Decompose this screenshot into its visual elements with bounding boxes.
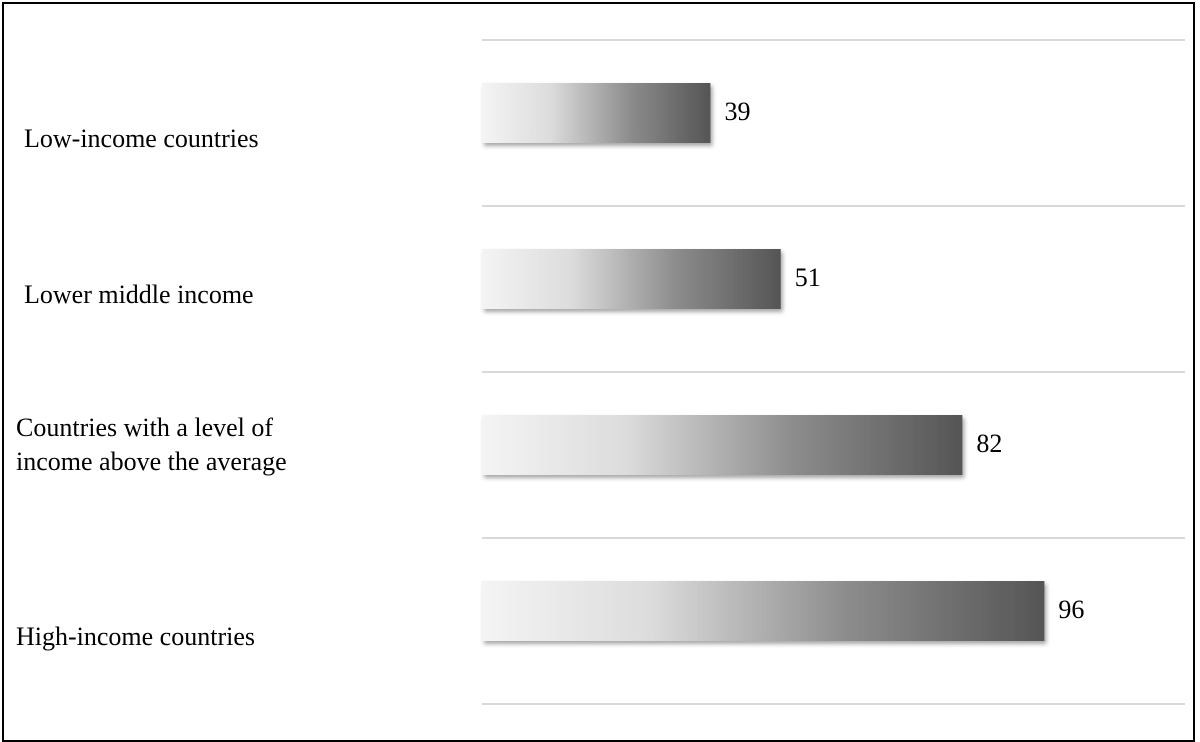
bar-chart: Low-income countries Lower middle income c… <box>16 39 1185 705</box>
data-label-4: 96 <box>1058 595 1084 624</box>
category-label-2: Lower middle income countries <box>24 280 254 343</box>
category-label-line: Lower middle income <box>24 280 254 309</box>
category-label-3: Countries with a level of income above th… <box>16 413 287 476</box>
category-label-line: Countries with a level of <box>16 413 273 442</box>
data-label-3: 82 <box>976 429 1002 458</box>
category-label-1: Low-income countries <box>24 124 259 153</box>
bar-2 <box>482 249 781 309</box>
bar-1 <box>482 83 711 143</box>
category-labels: Low-income countries Lower middle income c… <box>16 124 287 651</box>
category-label-line: countries <box>24 314 119 343</box>
bar-3 <box>482 415 963 475</box>
category-label-4: High-income countries <box>16 622 255 651</box>
gridlines <box>482 39 1185 705</box>
bar-4 <box>482 581 1045 641</box>
data-label-2: 51 <box>795 263 821 292</box>
data-labels: 39 51 82 96 <box>724 97 1084 624</box>
data-label-1: 39 <box>724 97 750 126</box>
category-label-line: income above the average <box>16 447 287 476</box>
category-label-line: High-income countries <box>16 622 255 651</box>
category-label-line: Low-income countries <box>24 124 259 153</box>
bars <box>482 83 1045 641</box>
